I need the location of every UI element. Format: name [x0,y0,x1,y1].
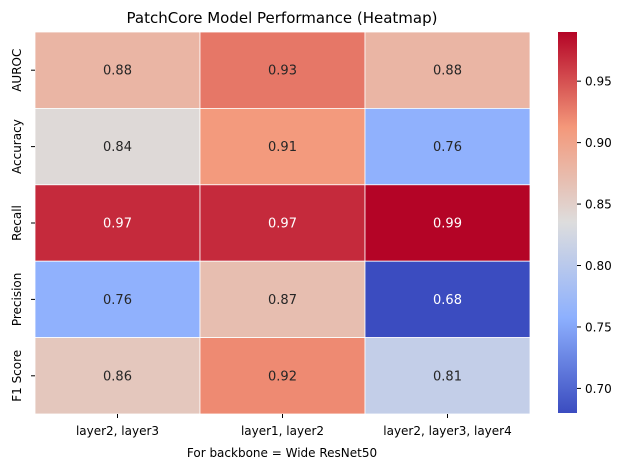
column-label: layer1, layer2 [241,424,324,438]
cell-value-label: 0.76 [433,140,462,155]
cell-value-label: 0.84 [103,140,132,155]
cell-value-label: 0.93 [268,64,297,79]
colorbar-tick-label: 0.70 [585,382,612,396]
colorbar-tick-label: 0.75 [585,320,612,334]
cell-value-label: 0.68 [433,293,462,308]
cell-annotations: 0.88 0.93 0.88 0.84 0.91 0.76 0.97 0.97 0.99 0.76… [103,64,462,385]
cell-value-label: 0.76 [103,293,132,308]
heatmap-cell [199,184,366,262]
cell-value-label: 0.81 [433,369,462,384]
row-label: Recall [10,205,24,241]
heatmap-cell [199,337,366,415]
column-labels: layer2, layer3 layer1, layer2 layer2, laye… [76,414,512,438]
heatmap-cell [364,108,531,186]
cell-value-label: 0.87 [268,293,297,308]
heatmap-cell [34,31,201,109]
heatmap-cell [364,337,531,415]
row-label: F1 Score [10,350,24,402]
colorbar-tick-label: 0.85 [585,198,612,212]
heatmap-cell [199,108,366,186]
heatmap-cell [364,260,531,339]
cell-value-label: 0.88 [103,64,132,79]
colorbar-ticks: 0.70 0.75 0.80 0.85 0.90 0.95 [577,75,612,396]
colorbar-tick-label: 0.95 [585,75,612,89]
heatmap-cell [34,337,201,415]
row-label: Precision [10,273,24,327]
heatmap-cell [34,260,201,339]
heatmap-cell [199,31,366,109]
colorbar-tick-label: 0.90 [585,136,612,150]
x-axis-label: For backbone = Wide ResNet50 [187,446,377,460]
heatmap-cells [34,31,531,415]
cell-value-label: 0.97 [103,217,132,232]
row-label: AUROC [10,49,24,92]
heatmap-cell [364,31,531,109]
colorbar-tick-label: 0.80 [585,259,612,273]
cell-value-label: 0.88 [433,64,462,79]
colorbar [558,32,577,413]
row-label: Accuracy [10,119,24,174]
cell-value-label: 0.99 [433,217,462,232]
cell-value-label: 0.91 [268,140,297,155]
chart-title: PatchCore Model Performance (Heatmap) [127,9,438,27]
column-label: layer2, layer3 [76,424,159,438]
column-label: layer2, layer3, layer4 [383,424,511,438]
cell-value-label: 0.97 [268,217,297,232]
cell-value-label: 0.92 [268,369,297,384]
heatmap-cell [34,108,201,186]
cell-value-label: 0.86 [103,369,132,384]
row-labels: AUROC Accuracy Recall Precision F1 Score [10,49,35,402]
